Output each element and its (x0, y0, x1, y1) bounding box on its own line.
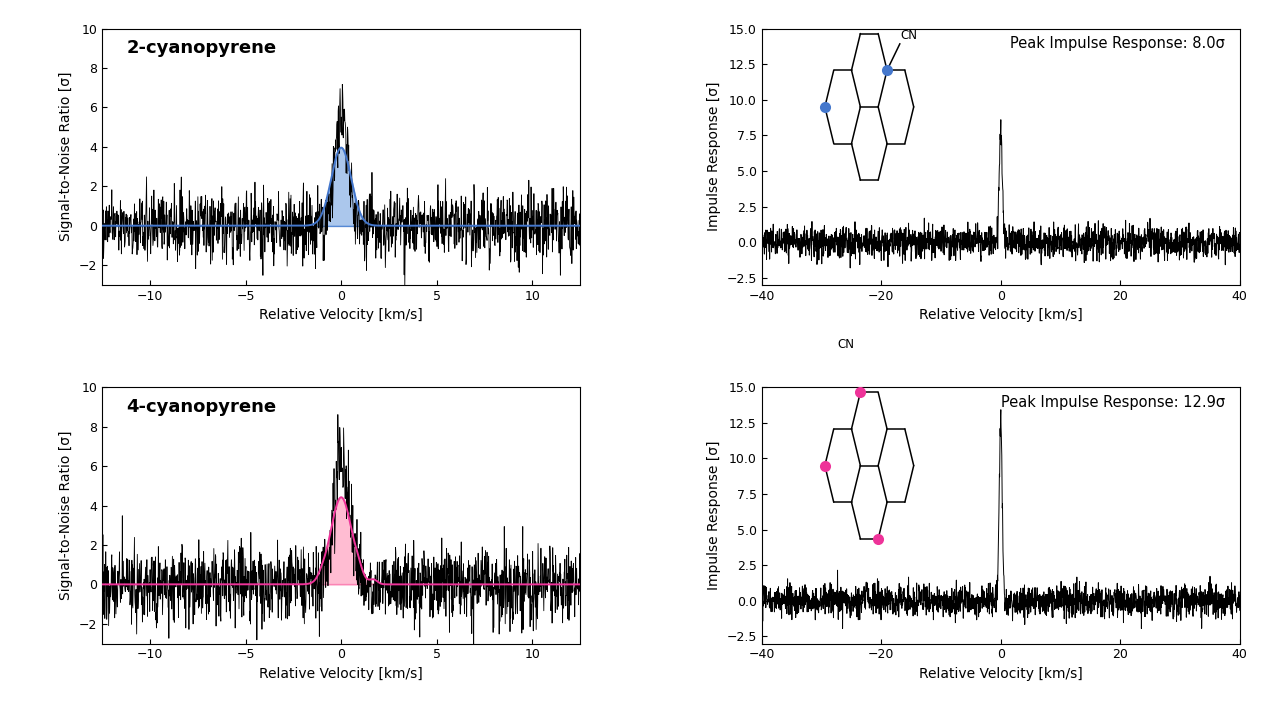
Y-axis label: Signal-to-Noise Ratio [σ]: Signal-to-Noise Ratio [σ] (60, 430, 73, 600)
X-axis label: Relative Velocity [km/s]: Relative Velocity [km/s] (919, 667, 1082, 681)
X-axis label: Relative Velocity [km/s]: Relative Velocity [km/s] (259, 308, 423, 322)
X-axis label: Relative Velocity [km/s]: Relative Velocity [km/s] (259, 667, 423, 681)
Text: CN: CN (837, 337, 854, 350)
Text: Peak Impulse Response: 8.0σ: Peak Impulse Response: 8.0σ (1011, 36, 1226, 51)
Y-axis label: Signal-to-Noise Ratio [σ]: Signal-to-Noise Ratio [σ] (60, 72, 73, 242)
X-axis label: Relative Velocity [km/s]: Relative Velocity [km/s] (919, 308, 1082, 322)
Text: 2-cyanopyrene: 2-cyanopyrene (127, 39, 276, 57)
Text: 4-cyanopyrene: 4-cyanopyrene (127, 398, 276, 415)
Text: CN: CN (901, 29, 918, 41)
Y-axis label: Impulse Response [σ]: Impulse Response [σ] (707, 82, 721, 232)
Text: Peak Impulse Response: 12.9σ: Peak Impulse Response: 12.9σ (1001, 395, 1226, 410)
Y-axis label: Impulse Response [σ]: Impulse Response [σ] (707, 440, 721, 590)
